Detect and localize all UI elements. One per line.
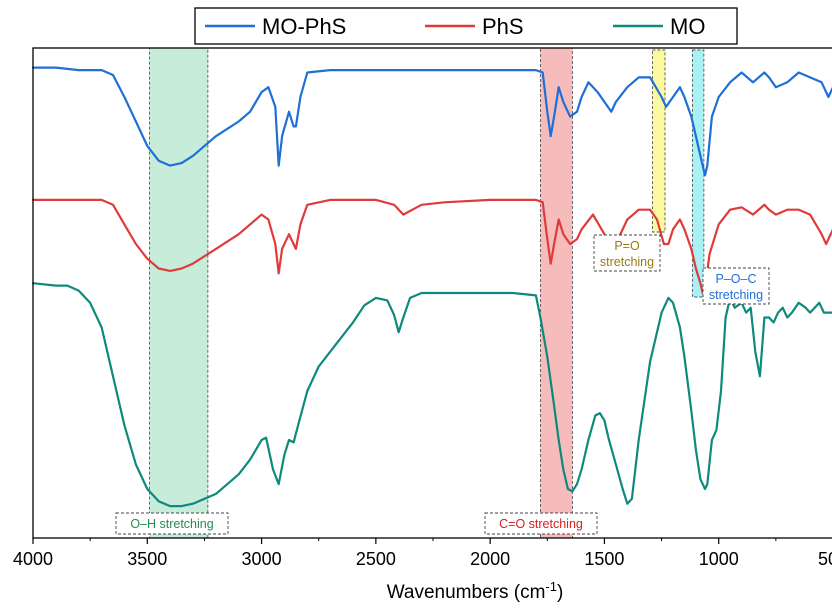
x-tick-label-2000: 2000 bbox=[470, 549, 510, 569]
annotation-text-p-o-c-line2: stretching bbox=[709, 288, 763, 302]
band-c-o-stretching bbox=[539, 47, 573, 539]
annotation-text-c-o-stretching: C=O stretching bbox=[499, 517, 583, 531]
annotation-text-p-o-line2: stretching bbox=[600, 255, 654, 269]
x-tick-label-3000: 3000 bbox=[242, 549, 282, 569]
annotation-box-p-o-c bbox=[702, 267, 770, 305]
x-tick-label-500: 500 bbox=[818, 549, 832, 569]
band-o-h-stretching bbox=[149, 47, 209, 539]
annotation-box-o-h-stretching bbox=[115, 512, 229, 535]
annotation-text-p-o: P=O bbox=[614, 239, 640, 253]
annotation-text-o-h-stretching: O–H stretching bbox=[130, 517, 213, 531]
band-p-o-c bbox=[691, 49, 705, 298]
x-tick-label-1500: 1500 bbox=[584, 549, 624, 569]
annotation-bands bbox=[149, 47, 705, 539]
annotation-labels: O–H stretching C=O stretching P=O stretchin… bbox=[115, 234, 770, 535]
band-p-o bbox=[651, 49, 666, 233]
series-line-mo bbox=[31, 282, 832, 508]
x-tick-label-2500: 2500 bbox=[356, 549, 396, 569]
series-line-mo-phs bbox=[31, 66, 832, 177]
annotation-box-p-o bbox=[593, 234, 661, 272]
x-tick-label-3500: 3500 bbox=[127, 549, 167, 569]
legend: MO-PhS PhS MO bbox=[194, 7, 738, 45]
legend-label-phs: PhS bbox=[482, 14, 524, 39]
series-line-phs bbox=[31, 198, 832, 295]
x-tick-label-1000: 1000 bbox=[699, 549, 739, 569]
x-tick-label-4000: 4000 bbox=[13, 549, 53, 569]
x-axis-ticks: 4000 3500 3000 2500 2000 1500 1000 500 bbox=[13, 538, 832, 569]
annotation-box-c-o-stretching bbox=[484, 512, 598, 535]
annotation-text-p-o-c: P–O–C bbox=[716, 272, 757, 286]
x-axis-title: Wavenumbers (cm-1) bbox=[387, 579, 564, 603]
legend-label-mo-phs: MO-PhS bbox=[262, 14, 346, 39]
legend-label-mo: MO bbox=[670, 14, 705, 39]
series-lines bbox=[31, 66, 832, 508]
